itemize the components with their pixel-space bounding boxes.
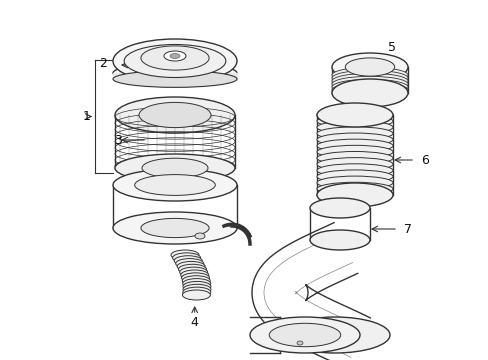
Ellipse shape <box>316 114 392 128</box>
Ellipse shape <box>331 79 407 95</box>
Ellipse shape <box>316 103 392 127</box>
Ellipse shape <box>172 253 200 263</box>
Ellipse shape <box>296 341 303 345</box>
Ellipse shape <box>195 233 204 239</box>
Ellipse shape <box>134 175 215 195</box>
Ellipse shape <box>331 82 407 98</box>
Ellipse shape <box>175 258 203 269</box>
Text: 2: 2 <box>99 57 107 69</box>
Text: 3: 3 <box>114 134 122 147</box>
Ellipse shape <box>183 287 210 297</box>
Ellipse shape <box>163 51 185 61</box>
Ellipse shape <box>331 85 407 101</box>
Ellipse shape <box>171 250 199 260</box>
Ellipse shape <box>170 54 180 59</box>
Ellipse shape <box>316 176 392 189</box>
Text: 7: 7 <box>403 222 411 235</box>
Text: 4: 4 <box>190 316 198 329</box>
Ellipse shape <box>316 108 392 122</box>
Ellipse shape <box>183 279 210 289</box>
Ellipse shape <box>269 323 340 347</box>
Ellipse shape <box>316 139 392 152</box>
Ellipse shape <box>178 264 206 274</box>
Ellipse shape <box>331 70 407 86</box>
Ellipse shape <box>113 39 237 83</box>
Ellipse shape <box>316 158 392 171</box>
Ellipse shape <box>316 182 392 195</box>
Ellipse shape <box>331 73 407 89</box>
Ellipse shape <box>124 45 225 77</box>
Ellipse shape <box>113 71 237 87</box>
Text: 5: 5 <box>387 41 395 54</box>
Ellipse shape <box>331 79 407 107</box>
Ellipse shape <box>316 183 392 207</box>
Ellipse shape <box>309 230 369 250</box>
Ellipse shape <box>142 158 207 178</box>
Ellipse shape <box>331 76 407 92</box>
Ellipse shape <box>181 270 208 280</box>
Ellipse shape <box>177 261 205 271</box>
Ellipse shape <box>183 282 210 292</box>
Ellipse shape <box>179 267 207 277</box>
Ellipse shape <box>113 169 237 201</box>
Ellipse shape <box>139 102 210 127</box>
Ellipse shape <box>115 154 235 182</box>
Ellipse shape <box>316 145 392 158</box>
Text: 6: 6 <box>420 153 428 166</box>
Ellipse shape <box>115 97 235 133</box>
Ellipse shape <box>316 170 392 183</box>
Ellipse shape <box>174 256 202 266</box>
Ellipse shape <box>181 273 209 283</box>
Text: 1: 1 <box>83 110 91 123</box>
Ellipse shape <box>183 284 210 294</box>
Ellipse shape <box>141 46 209 70</box>
Ellipse shape <box>331 53 407 81</box>
Ellipse shape <box>316 188 392 202</box>
Ellipse shape <box>316 164 392 177</box>
Ellipse shape <box>316 133 392 146</box>
Ellipse shape <box>113 212 237 244</box>
Ellipse shape <box>113 63 237 83</box>
Ellipse shape <box>280 317 389 353</box>
Ellipse shape <box>309 198 369 218</box>
Ellipse shape <box>316 127 392 140</box>
Ellipse shape <box>182 290 210 300</box>
Ellipse shape <box>249 317 359 353</box>
Ellipse shape <box>141 219 209 238</box>
Ellipse shape <box>331 67 407 83</box>
Ellipse shape <box>316 121 392 134</box>
Ellipse shape <box>182 276 210 286</box>
Ellipse shape <box>316 152 392 165</box>
Ellipse shape <box>345 58 394 76</box>
